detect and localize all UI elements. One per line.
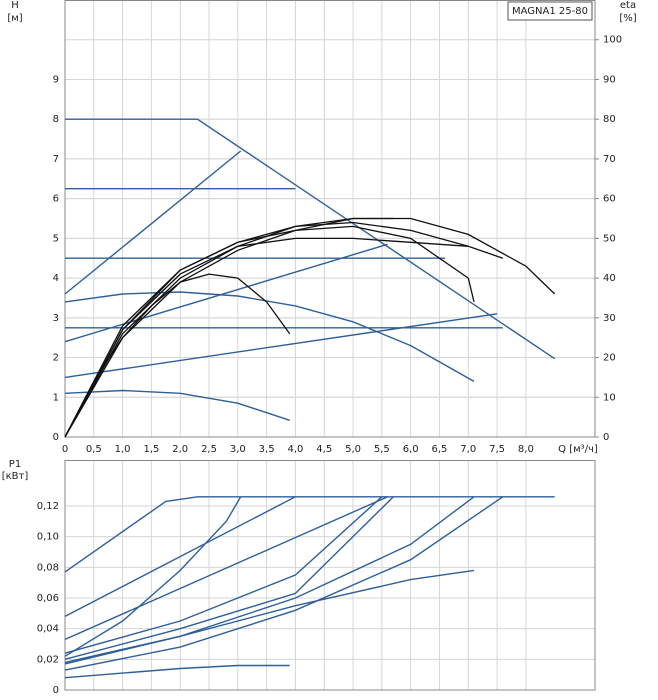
legend-label: MAGNA1 25-80 [512,6,588,17]
curve [64,221,469,438]
curve [64,496,555,573]
y2-tick-label: 20 [603,353,616,364]
curve [64,496,388,641]
x-tick-label: 1,5 [143,444,159,455]
x-tick-label: 6,0 [403,444,419,455]
x-tick-label: 2,5 [201,444,217,455]
x-tick-label: 3,5 [259,444,275,455]
curve [64,243,388,343]
y-tick-label: 0,04 [37,624,59,635]
curve [64,496,296,618]
y-tick-label: 0,08 [37,562,59,573]
y-label: H [11,0,19,11]
x-tick-label: 2,0 [172,444,188,455]
plot-frame [64,460,596,691]
x-tick-label: 0 [62,444,68,455]
y2-label: [%] [619,13,636,24]
x-tick-label: 7,0 [460,444,476,455]
y-tick-label: 0 [53,685,59,696]
curve [64,496,383,654]
y2-tick-label: 60 [603,194,616,205]
curve [64,150,242,295]
y-label: [кВт] [2,471,29,482]
y2-tick-label: 30 [603,313,616,324]
curve [64,291,475,383]
legend-box [507,1,593,21]
y2-tick-label: 80 [603,114,616,125]
y2-tick-label: 50 [603,233,616,244]
y-tick-label: 3 [53,313,59,324]
y-tick-label: 0,06 [37,593,59,604]
x-tick-label: 6,5 [432,444,448,455]
x-tick-label: 3,0 [230,444,246,455]
y2-tick-label: 90 [603,74,616,85]
y2-tick-label: 40 [603,273,616,284]
y-tick-label: 4 [53,273,59,284]
curve [65,118,556,360]
y-tick-label: 1 [53,392,59,403]
plot-frame [64,0,596,438]
y2-tick-label: 10 [603,392,616,403]
curve [64,569,475,664]
y-tick-label: 8 [53,114,59,125]
curve [64,496,242,657]
x-tick-label: 5,0 [345,444,361,455]
x-tick-label: 5,5 [374,444,390,455]
x-tick-label: 1,0 [115,444,131,455]
y-tick-label: 0 [53,432,59,443]
y-tick-label: 2 [53,353,59,364]
y-tick-label: 0,10 [37,532,59,543]
y2-tick-label: 100 [603,35,622,46]
y-tick-label: 0,12 [37,501,59,512]
curve [64,389,290,421]
y2-tick-label: 70 [603,154,616,165]
x-tick-label: 4,0 [287,444,303,455]
curve [64,217,394,438]
curve [64,217,556,438]
y-label: P1 [9,459,21,470]
x-tick-label: 0,5 [86,444,102,455]
x-label: Q [м³/ч] [558,444,598,455]
curve [64,664,290,679]
y-label: [м] [7,13,22,24]
x-tick-label: 8,0 [518,444,534,455]
y-tick-label: 0,02 [37,654,59,665]
curve [64,313,498,379]
y2-tick-label: 0 [603,432,609,443]
y-tick-label: 9 [53,74,59,85]
curve [64,496,394,660]
y-tick-label: 5 [53,233,59,244]
y-tick-label: 7 [53,154,59,165]
x-tick-label: 7,5 [489,444,505,455]
y2-label: eta [620,0,636,11]
x-tick-label: 4,5 [316,444,332,455]
y-tick-label: 6 [53,194,59,205]
curve [64,237,504,438]
curve [64,496,504,671]
